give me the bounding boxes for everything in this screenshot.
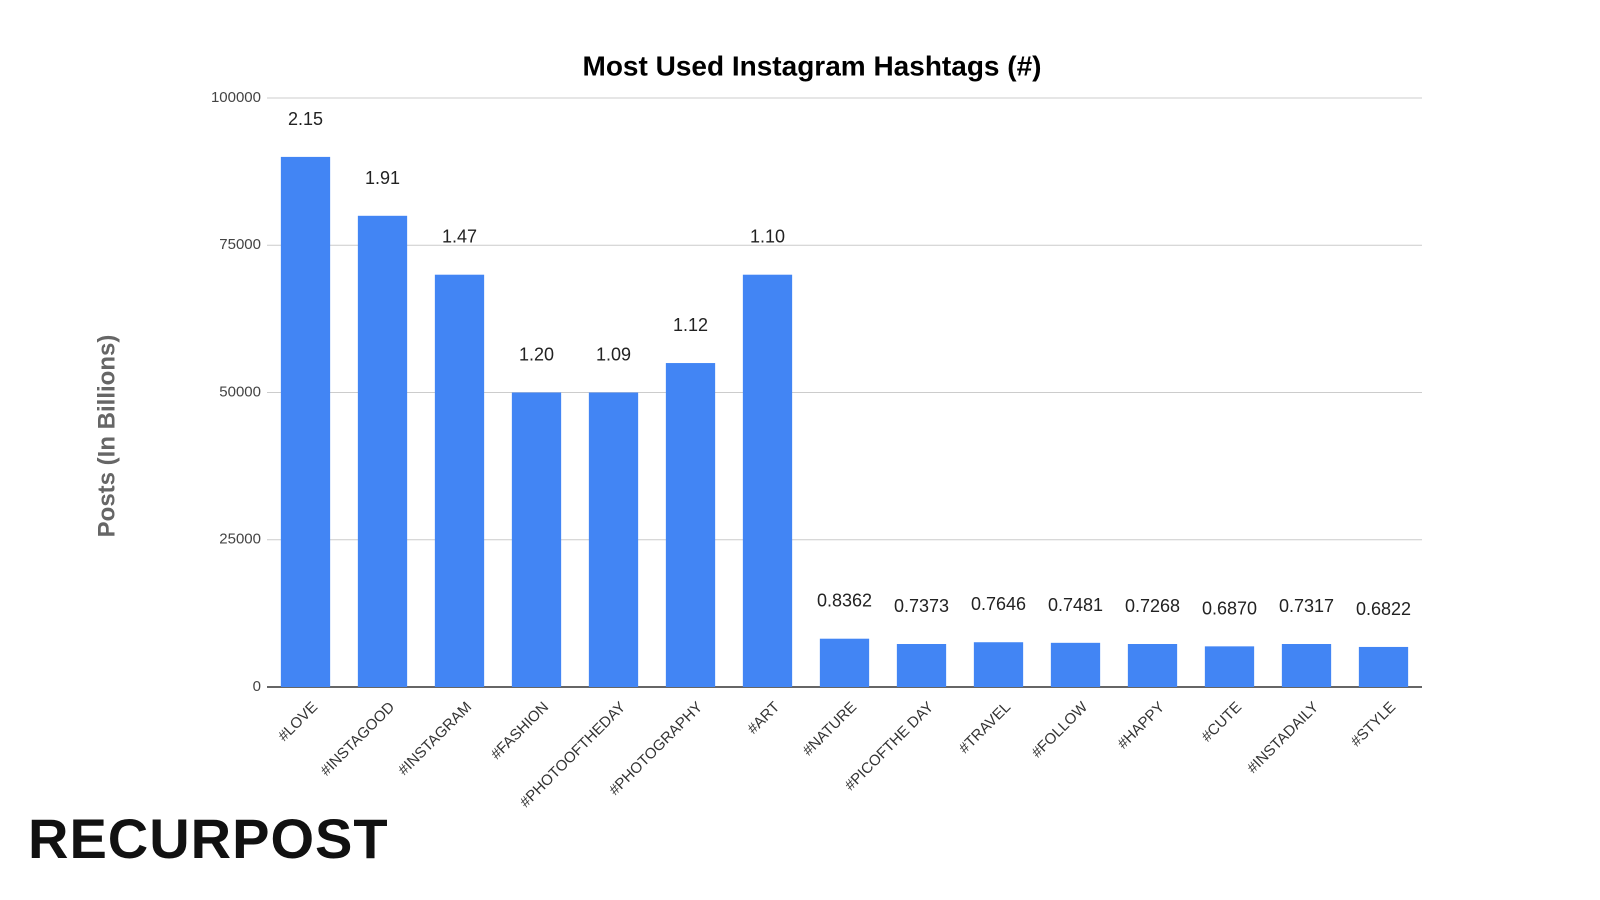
bar [742, 274, 793, 687]
x-tick-label: #ART [744, 699, 783, 738]
data-label: 1.47 [442, 227, 477, 247]
bar [819, 638, 870, 687]
y-tick-label: 50000 [219, 383, 261, 400]
bar [280, 156, 331, 687]
bar [1281, 644, 1332, 687]
bar [588, 392, 639, 687]
data-label: 1.12 [673, 315, 708, 335]
bar [1127, 644, 1178, 687]
data-label: 1.10 [750, 227, 785, 247]
x-tick-label: #STYLE [1348, 699, 1400, 751]
data-label: 0.7646 [971, 594, 1026, 614]
data-label: 2.15 [288, 109, 323, 129]
data-label: 0.7268 [1125, 596, 1180, 616]
bar [511, 392, 562, 687]
logo: RECURPOST [28, 807, 389, 870]
x-tick-label: #TRAVEL [956, 699, 1014, 757]
y-axis-label: Posts (In Billions) [93, 335, 120, 538]
x-tick-label: #CUTE [1198, 699, 1245, 746]
y-tick-label: 0 [253, 678, 261, 695]
x-tick-label: #INSTAGRAM [395, 699, 475, 779]
data-label: 1.91 [365, 168, 400, 188]
y-tick-label: 100000 [211, 89, 261, 106]
bar [1358, 646, 1409, 687]
data-label: 0.7373 [894, 596, 949, 616]
x-tick-label: #INSTADAILY [1244, 699, 1322, 777]
bar [896, 644, 947, 687]
bar [434, 274, 485, 687]
data-label: 1.20 [519, 345, 554, 365]
bar [357, 215, 408, 688]
data-label: 0.8362 [817, 591, 872, 611]
data-label: 0.6822 [1356, 599, 1411, 619]
x-tick-label: #LOVE [275, 699, 321, 745]
bar [973, 642, 1024, 687]
bar [1050, 642, 1101, 687]
x-tick-label: #INSTAGOOD [317, 699, 398, 780]
x-tick-label: #NATURE [799, 699, 860, 760]
bar [1204, 646, 1255, 687]
x-tick-label: #FOLLOW [1028, 698, 1091, 761]
x-tick-label: #HAPPY [1114, 699, 1168, 753]
y-tick-label: 75000 [219, 236, 261, 253]
data-label: 0.6870 [1202, 598, 1257, 618]
chart-title: Most Used Instagram Hashtags (#) [583, 50, 1042, 81]
data-label: 1.09 [596, 345, 631, 365]
bar [665, 363, 716, 687]
data-label: 0.7317 [1279, 596, 1334, 616]
y-tick-label: 25000 [219, 531, 261, 548]
data-label: 0.7481 [1048, 595, 1103, 615]
x-tick-label: #FASHION [488, 699, 552, 763]
